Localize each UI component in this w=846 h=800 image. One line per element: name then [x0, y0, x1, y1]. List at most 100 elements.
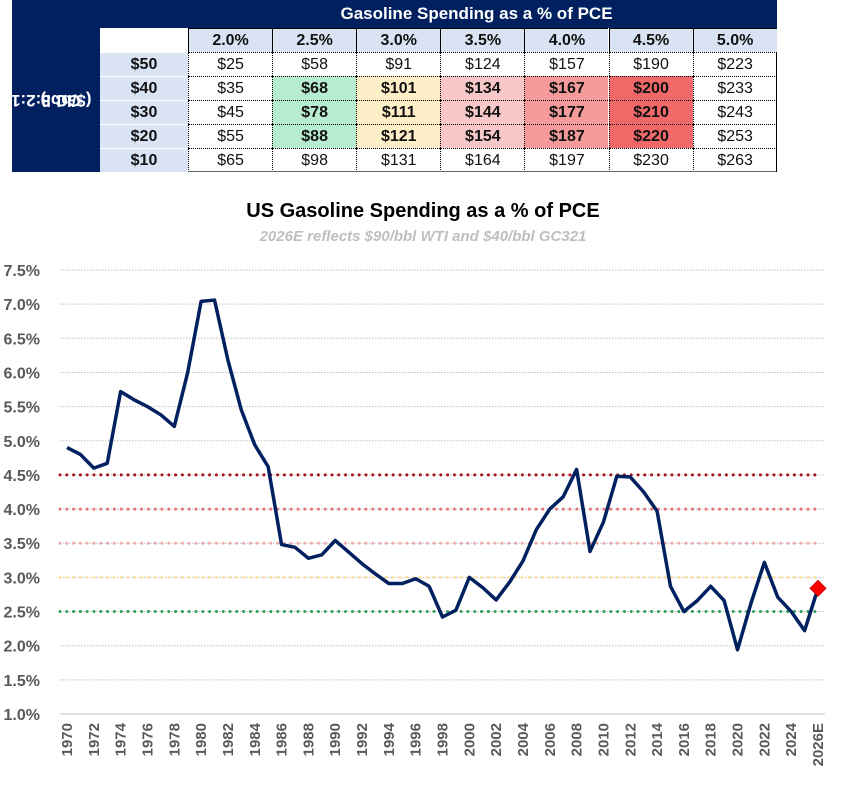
x-tick-label: 2018: [703, 723, 720, 756]
table-cell: $58: [272, 52, 357, 76]
row-header: $10: [100, 148, 188, 172]
x-tick-label: 1978: [166, 723, 183, 756]
y-tick-label: 4.5%: [4, 468, 40, 485]
x-tick-label: 2026E: [810, 723, 827, 766]
y-tick-label: 5.0%: [4, 434, 40, 451]
table-side-header: [12, 0, 100, 172]
column-header: 3.0%: [356, 28, 441, 52]
x-tick-label: 2006: [542, 723, 559, 756]
x-tick-label: 2002: [488, 723, 505, 756]
x-tick-label: 2024: [783, 722, 800, 756]
x-tick-label: 2012: [622, 723, 639, 756]
x-tick-label: 2010: [595, 723, 612, 756]
x-tick-label: 1980: [193, 723, 210, 756]
x-tick-label: 1994: [381, 722, 398, 756]
table-cell: $111: [356, 100, 441, 124]
table-bottom-border: [188, 171, 777, 172]
table-cell: $223: [692, 52, 777, 76]
table-cell: $253: [692, 124, 777, 148]
x-tick-label: 2016: [676, 723, 693, 756]
y-tick-label: 7.5%: [4, 263, 40, 280]
y-tick-label: 4.0%: [4, 502, 40, 519]
table-cell: $25: [188, 52, 273, 76]
series-line: [66, 298, 820, 652]
table-cell: $154: [440, 124, 525, 148]
table-cell: $131: [356, 148, 441, 172]
table-cell: $45: [188, 100, 273, 124]
table-cell: $65: [188, 148, 273, 172]
table-cell: $263: [692, 148, 777, 172]
table-cell: $88: [272, 124, 357, 148]
x-tick-label: 2022: [756, 723, 773, 756]
x-tick-label: 2020: [730, 723, 747, 756]
table-cell: $200: [608, 76, 693, 100]
column-header: 2.0%: [188, 28, 273, 52]
table-title-bar: [100, 0, 777, 28]
x-tick-label: 2014: [649, 722, 666, 756]
table-cell: $124: [440, 52, 525, 76]
y-tick-label: 3.0%: [4, 570, 40, 587]
table-cell: $121: [356, 124, 441, 148]
column-header: 3.5%: [440, 28, 525, 52]
x-tick-label: 1988: [300, 723, 317, 756]
x-tick-label: 2004: [515, 722, 532, 756]
x-tick-label: 1972: [86, 723, 103, 756]
x-tick-label: 1986: [274, 723, 291, 756]
x-tick-label: 1990: [327, 723, 344, 756]
y-tick-label: 6.0%: [4, 365, 40, 382]
table-cell: $157: [524, 52, 609, 76]
column-header: 4.5%: [608, 28, 693, 52]
row-header: $40: [100, 76, 188, 100]
row-header: $30: [100, 100, 188, 124]
column-header: 2.5%: [272, 28, 357, 52]
estimate-marker: [809, 579, 827, 597]
table-cell: $197: [524, 148, 609, 172]
table-cell: $230: [608, 148, 693, 172]
chart-title: US Gasoline Spending as a % of PCE: [246, 200, 600, 222]
table-cell: $98: [272, 148, 357, 172]
x-tick-label: 1976: [139, 723, 156, 756]
table-cell: $164: [440, 148, 525, 172]
table-cell: $144: [440, 100, 525, 124]
table-right-border: [776, 52, 777, 172]
x-tick-label: 2000: [461, 723, 478, 756]
table-cell: $35: [188, 76, 273, 100]
x-tick-label: 1998: [435, 723, 452, 756]
x-tick-label: 1992: [354, 723, 371, 756]
y-tick-label: 6.5%: [4, 331, 40, 348]
row-header: $20: [100, 124, 188, 148]
x-tick-label: 2008: [569, 723, 586, 756]
table-cell: $91: [356, 52, 441, 76]
y-tick-label: 2.0%: [4, 639, 40, 656]
x-tick-label: 1970: [59, 723, 76, 756]
column-header: 5.0%: [692, 28, 777, 52]
chart-subtitle: 2026E reflects $90/bbl WTI and $40/bbl G…: [259, 228, 587, 245]
y-tick-label: 1.5%: [4, 673, 40, 690]
x-tick-label: 1982: [220, 723, 237, 756]
table-title: Gasoline Spending as a % of PCE: [340, 4, 613, 23]
x-tick-label: 1984: [247, 722, 264, 756]
table-cell: $78: [272, 100, 357, 124]
table-cell: $55: [188, 124, 273, 148]
table-cell: $210: [608, 100, 693, 124]
column-header: 4.0%: [524, 28, 609, 52]
table-cell: $220: [608, 124, 693, 148]
table-cell: $68: [272, 76, 357, 100]
y-tick-label: 2.5%: [4, 605, 40, 622]
table-cell: $190: [608, 52, 693, 76]
x-tick-label: 1974: [113, 722, 130, 756]
x-tick-label: 1996: [408, 723, 425, 756]
y-tick-label: 7.0%: [4, 297, 40, 314]
y-tick-label: 1.0%: [4, 707, 40, 724]
row-header: $50: [100, 52, 188, 76]
table-cell: $243: [692, 100, 777, 124]
table-cell: $101: [356, 76, 441, 100]
table-cell: $177: [524, 100, 609, 124]
table-cell: $167: [524, 76, 609, 100]
table-cell: $187: [524, 124, 609, 148]
y-tick-label: 5.5%: [4, 400, 40, 417]
y-tick-label: 3.5%: [4, 536, 40, 553]
table-cell: $134: [440, 76, 525, 100]
table-cell: $233: [692, 76, 777, 100]
